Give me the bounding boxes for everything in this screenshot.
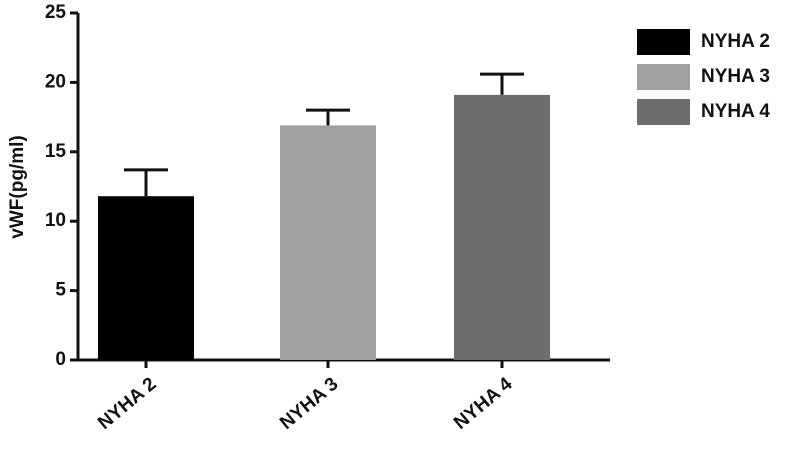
legend-swatch xyxy=(637,64,690,90)
legend-swatch xyxy=(637,29,690,55)
legend-label: NYHA 3 xyxy=(701,66,770,87)
y-tick-label: 15 xyxy=(45,141,67,162)
bar xyxy=(98,196,194,360)
x-tick-label: NYHA 4 xyxy=(450,373,517,434)
legend-label: NYHA 4 xyxy=(701,101,770,122)
bar xyxy=(280,125,376,360)
y-tick-label: 25 xyxy=(45,2,67,23)
legend-label: NYHA 2 xyxy=(701,31,770,52)
y-axis-label: vWF(pg/ml) xyxy=(7,135,28,238)
y-tick-label: 10 xyxy=(45,210,66,231)
y-tick-label: 0 xyxy=(55,349,66,370)
bar xyxy=(454,94,550,360)
legend-swatch xyxy=(637,99,690,125)
y-tick-label: 20 xyxy=(45,71,66,92)
x-tick-label: NYHA 3 xyxy=(276,374,342,434)
x-tick-label: NYHA 2 xyxy=(94,374,160,434)
y-tick-label: 5 xyxy=(55,280,66,301)
